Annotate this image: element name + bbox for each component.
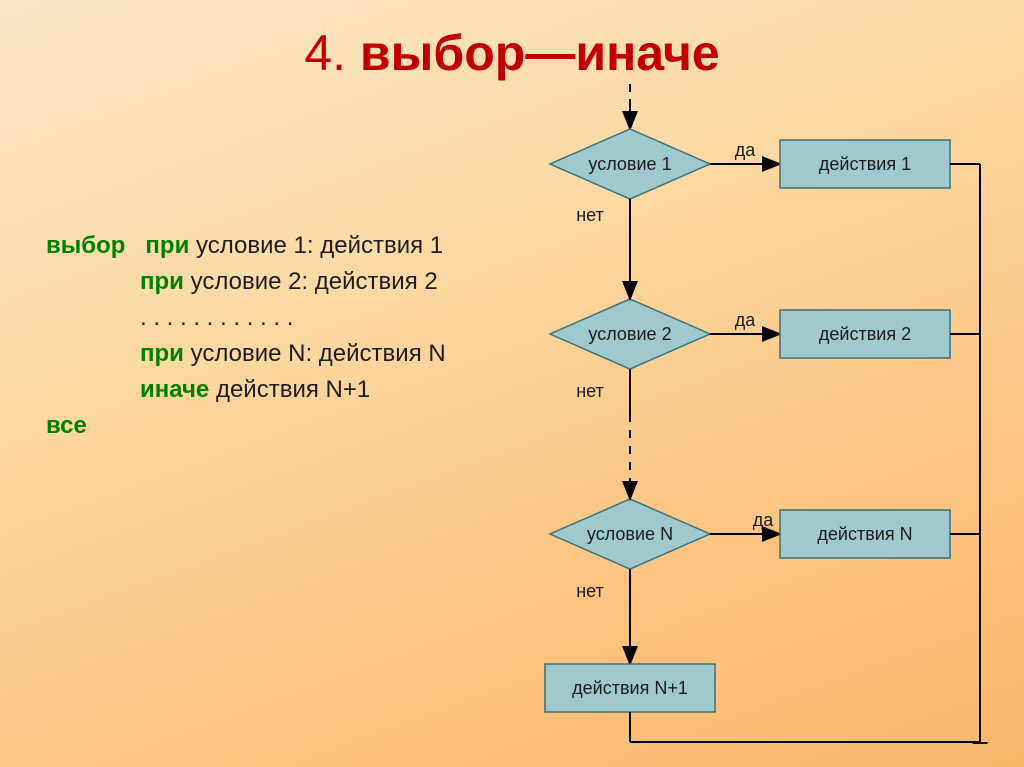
action-label: действия N+1 bbox=[572, 678, 688, 698]
pc-line1-tail: условие 1: действия 1 bbox=[189, 232, 443, 259]
pc-line-choice: выбор при условие 1: действия 1 bbox=[46, 228, 446, 264]
kw-else: иначе bbox=[140, 376, 209, 403]
pc-line2-tail: условие 2: действия 2 bbox=[184, 268, 438, 295]
title-number: 4. bbox=[304, 25, 346, 81]
kw-when-n: при bbox=[140, 340, 184, 367]
decision-label: условие 1 bbox=[588, 154, 671, 174]
edge-label: да bbox=[753, 510, 775, 530]
action-label: действия N bbox=[817, 524, 912, 544]
pc-line-all: все bbox=[46, 408, 446, 444]
title-text: выбор—иначе bbox=[360, 25, 720, 81]
pc-line-n: при условие N: действия N bbox=[46, 336, 446, 372]
edge-label: нет bbox=[576, 581, 604, 601]
pseudocode-block: выбор при условие 1: действия 1 при усло… bbox=[46, 228, 446, 444]
action-label: действия 1 bbox=[819, 154, 911, 174]
slide: 4. выбор—иначе выбор при условие 1: дейс… bbox=[0, 0, 1024, 767]
pc-linen-tail: условие N: действия N bbox=[184, 340, 446, 367]
kw-all: все bbox=[46, 412, 87, 439]
decision-label: условие N bbox=[587, 524, 673, 544]
kw-when-2: при bbox=[140, 268, 184, 295]
kw-when-1: при bbox=[145, 232, 189, 259]
edge-label: нет bbox=[576, 381, 604, 401]
kw-choice: выбор bbox=[46, 232, 125, 259]
edge-label: да bbox=[735, 140, 757, 160]
edge-label: да bbox=[735, 310, 757, 330]
slide-title: 4. выбор—иначе bbox=[0, 24, 1024, 82]
flowchart-svg: условие 1 да действия 1 условие 2 да действия… bbox=[480, 84, 1010, 744]
decision-label: условие 2 bbox=[588, 324, 671, 344]
pc-else-tail: действия N+1 bbox=[209, 376, 370, 403]
pc-dots: . . . . . . . . . . . . bbox=[46, 300, 446, 336]
action-label: действия 2 bbox=[819, 324, 911, 344]
edge-label: нет bbox=[576, 205, 604, 225]
pc-line-else: иначе действия N+1 bbox=[46, 372, 446, 408]
pc-line-2: при условие 2: действия 2 bbox=[46, 264, 446, 300]
